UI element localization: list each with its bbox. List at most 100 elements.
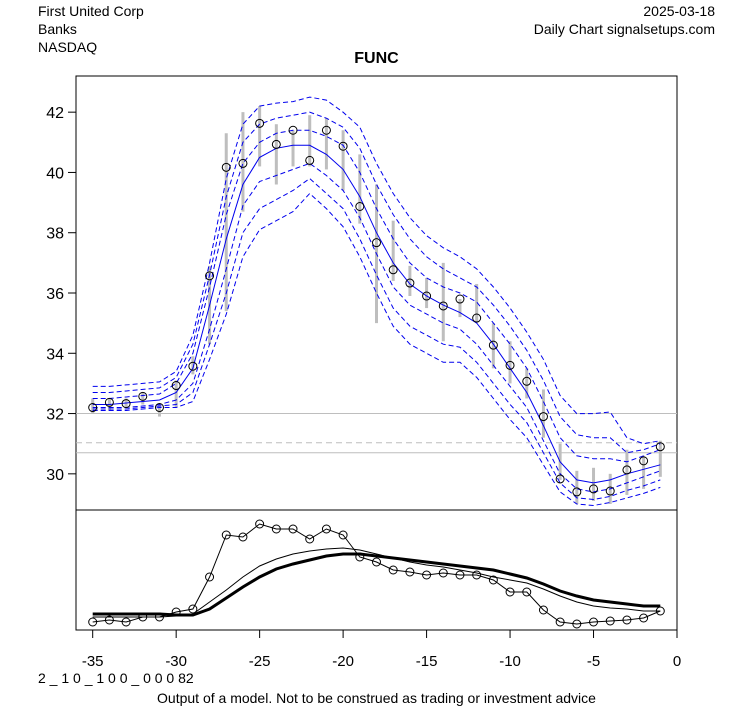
y-tick-label: 40 (46, 165, 64, 182)
close-point (372, 238, 381, 248)
oscillator-point (188, 604, 198, 614)
oscillator-point (472, 570, 482, 580)
oscillator-point (555, 617, 565, 627)
close-point (655, 442, 665, 452)
upper-band-1 (92, 129, 661, 463)
close-point (154, 403, 164, 413)
header-right: 2025-03-18 Daily Chart signalsetups.com (534, 2, 715, 38)
close-point (255, 118, 265, 128)
close-point (472, 313, 482, 323)
oscillator-point (205, 572, 215, 582)
close-point (338, 141, 348, 151)
chart-title: FUNC (354, 50, 399, 67)
close-point (488, 340, 498, 350)
oscillator-point (321, 524, 331, 534)
x-tick-label: -20 (332, 653, 354, 670)
disclaimer: Output of a model. Not to be construed a… (157, 690, 596, 706)
oscillator-point (372, 557, 381, 567)
close-point (622, 465, 632, 475)
close-point (121, 399, 131, 409)
oscillator-point (405, 567, 415, 577)
mid-band (92, 144, 661, 484)
oscillator-line (92, 523, 661, 625)
model-code: 2 _ 1 0 _ 1 0 0 _ 0 0 0 82 (38, 670, 194, 686)
x-tick-label: 0 (673, 653, 681, 670)
close-point (171, 381, 181, 391)
close-point (104, 397, 114, 407)
close-point (405, 278, 415, 288)
x-tick-label: -35 (82, 653, 104, 670)
oscillator-panel (75, 509, 678, 631)
close-point (138, 391, 148, 401)
oscillator-point (104, 615, 114, 625)
x-tick-label: -25 (249, 653, 271, 670)
slow-average-line (92, 552, 661, 617)
close-point (522, 376, 532, 386)
close-point (205, 271, 215, 281)
oscillator-panel-frame (75, 509, 678, 631)
x-axis: -35 -30 -25 -20 -15 -10 -5 0 (82, 630, 681, 670)
y-tick-label: 42 (46, 105, 64, 122)
y-tick-label: 32 (46, 407, 64, 424)
oscillator-point (505, 587, 515, 597)
oscillator-point (522, 587, 532, 597)
oscillator-point (488, 575, 498, 585)
oscillator-point (288, 524, 298, 534)
x-tick-label: -15 (416, 653, 438, 670)
oscillator-point (88, 617, 98, 627)
x-tick-label: -5 (587, 653, 600, 670)
oscillator-point (538, 605, 548, 615)
close-point (505, 360, 515, 370)
close-point (188, 361, 198, 371)
upper-band-3 (92, 96, 661, 445)
close-point (555, 474, 565, 484)
close-point (438, 301, 448, 311)
price-panel (75, 75, 678, 511)
exchange-label: NASDAQ (38, 39, 98, 55)
oscillator-point (438, 568, 448, 578)
oscillator-point (238, 532, 248, 542)
oscillator-point (121, 617, 131, 627)
close-point (572, 487, 582, 497)
header-left: First United Corp Banks NASDAQ (38, 2, 144, 56)
oscillator-point (338, 530, 348, 540)
oscillator-point (639, 613, 649, 623)
chart-source: Daily Chart signalsetups.com (533, 21, 715, 37)
oscillator-point (589, 617, 599, 627)
oscillator-point (388, 565, 398, 575)
oscillator-point (422, 570, 432, 580)
chart-date: 2025-03-18 (643, 3, 715, 19)
close-point (639, 456, 649, 466)
close-point (221, 162, 231, 172)
close-point (355, 202, 365, 212)
oscillator-point (622, 615, 632, 625)
close-point (271, 139, 281, 149)
oscillator-point (572, 619, 582, 629)
close-point (422, 291, 432, 301)
close-point (88, 403, 98, 413)
oscillator-point (221, 530, 231, 540)
y-axis: 30 32 34 36 38 40 42 (46, 105, 76, 484)
oscillator-point (271, 524, 281, 534)
lower-band-2 (92, 177, 661, 501)
close-point (288, 125, 298, 135)
y-tick-label: 30 (46, 467, 64, 484)
oscillator-point (255, 519, 265, 529)
close-point (388, 265, 398, 275)
close-point (538, 412, 548, 422)
lower-band-1 (92, 162, 661, 493)
oscillator-point (605, 616, 615, 626)
sector-label: Banks (38, 21, 77, 37)
x-tick-label: -10 (499, 653, 521, 670)
x-tick-label: -30 (165, 653, 187, 670)
close-point (321, 125, 331, 135)
close-point (605, 486, 615, 496)
y-tick-label: 34 (46, 346, 64, 363)
oscillator-point (305, 534, 315, 544)
close-point (238, 158, 248, 168)
oscillator-point (455, 570, 465, 580)
y-tick-label: 38 (46, 226, 64, 243)
close-point (455, 294, 465, 304)
company-name: First United Corp (38, 3, 144, 19)
